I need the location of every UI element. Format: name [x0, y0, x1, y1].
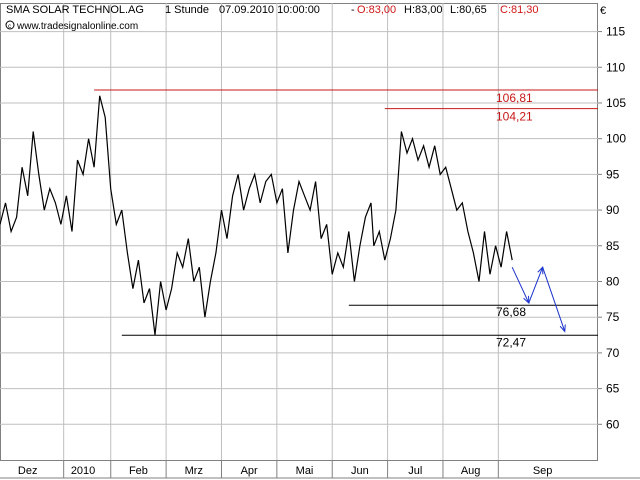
arrow-head-2	[559, 324, 566, 333]
price-line-0	[0, 95, 513, 336]
ytick-label-10: 110	[606, 60, 625, 74]
ytick-label-1: 65	[606, 382, 620, 396]
dash-open: -	[351, 4, 355, 16]
ytick-label-5: 85	[606, 239, 620, 253]
instrument-name: SMA SOLAR TECHNOL.AG	[6, 4, 144, 16]
level-label-2: 76,68	[496, 305, 526, 319]
level-lines: 106,81 104,21 76,68 72,47	[94, 89, 598, 349]
xtick-label-6: Jun	[351, 465, 369, 477]
xtick-label-1: 2010	[71, 465, 95, 477]
xtick-label-9: Sep	[533, 465, 553, 477]
xtick-label-4: Apr	[241, 465, 258, 477]
arrow-shaft-2	[542, 267, 566, 332]
x-axis: Dez 2010 Feb Mrz Apr Mai Jun Jul Aug Sep	[18, 460, 553, 478]
level-label-0: 106,81	[496, 91, 533, 105]
close-value: C:81,30	[500, 4, 539, 16]
ytick-label-8: 100	[606, 132, 626, 146]
price-series	[0, 95, 513, 336]
ytick-label-7: 95	[606, 167, 620, 181]
ytick-label-2: 70	[606, 346, 620, 360]
xtick-label-0: Dez	[18, 465, 38, 477]
open-value: O:83,00	[357, 4, 396, 16]
low-value: L:80,65	[450, 4, 487, 16]
source-url: www.tradesignalonline.com	[16, 21, 138, 32]
copyright-icon	[5, 20, 15, 30]
plot-border	[0, 3, 598, 461]
ytick-label-3: 75	[606, 310, 620, 324]
ytick-label-11: 115	[606, 25, 625, 39]
xtick-label-7: Jul	[408, 465, 422, 477]
y-axis: 60 65 70 75 80 85 90 95 100 105 110 115	[598, 25, 626, 431]
timestamp: 07.09.2010 10:00:00	[219, 4, 320, 16]
forecast-arrows	[511, 266, 566, 333]
plot-frame	[0, 3, 640, 479]
high-value: H:83,00	[404, 4, 443, 16]
currency-symbol: €	[600, 5, 606, 17]
ytick-label-0: 60	[606, 417, 620, 431]
xtick-label-2: Feb	[129, 465, 148, 477]
xtick-label-5: Mai	[296, 465, 314, 477]
level-label-1: 104,21	[496, 110, 533, 124]
ytick-label-9: 105	[606, 96, 626, 110]
xtick-label-3: Mrz	[185, 465, 203, 477]
xtick-label-8: Aug	[461, 465, 481, 477]
ytick-label-6: 90	[606, 203, 620, 217]
level-label-3: 72,47	[496, 335, 526, 349]
ytick-label-4: 80	[606, 274, 620, 288]
interval-label: 1 Stunde	[165, 4, 209, 16]
arrow-shaft-1	[528, 267, 544, 304]
copyright-glyph: c	[8, 24, 11, 30]
chart-header: SMA SOLAR TECHNOL.AG 1 Stunde 07.09.2010…	[5, 4, 606, 32]
arrow-shaft-0	[511, 266, 530, 304]
